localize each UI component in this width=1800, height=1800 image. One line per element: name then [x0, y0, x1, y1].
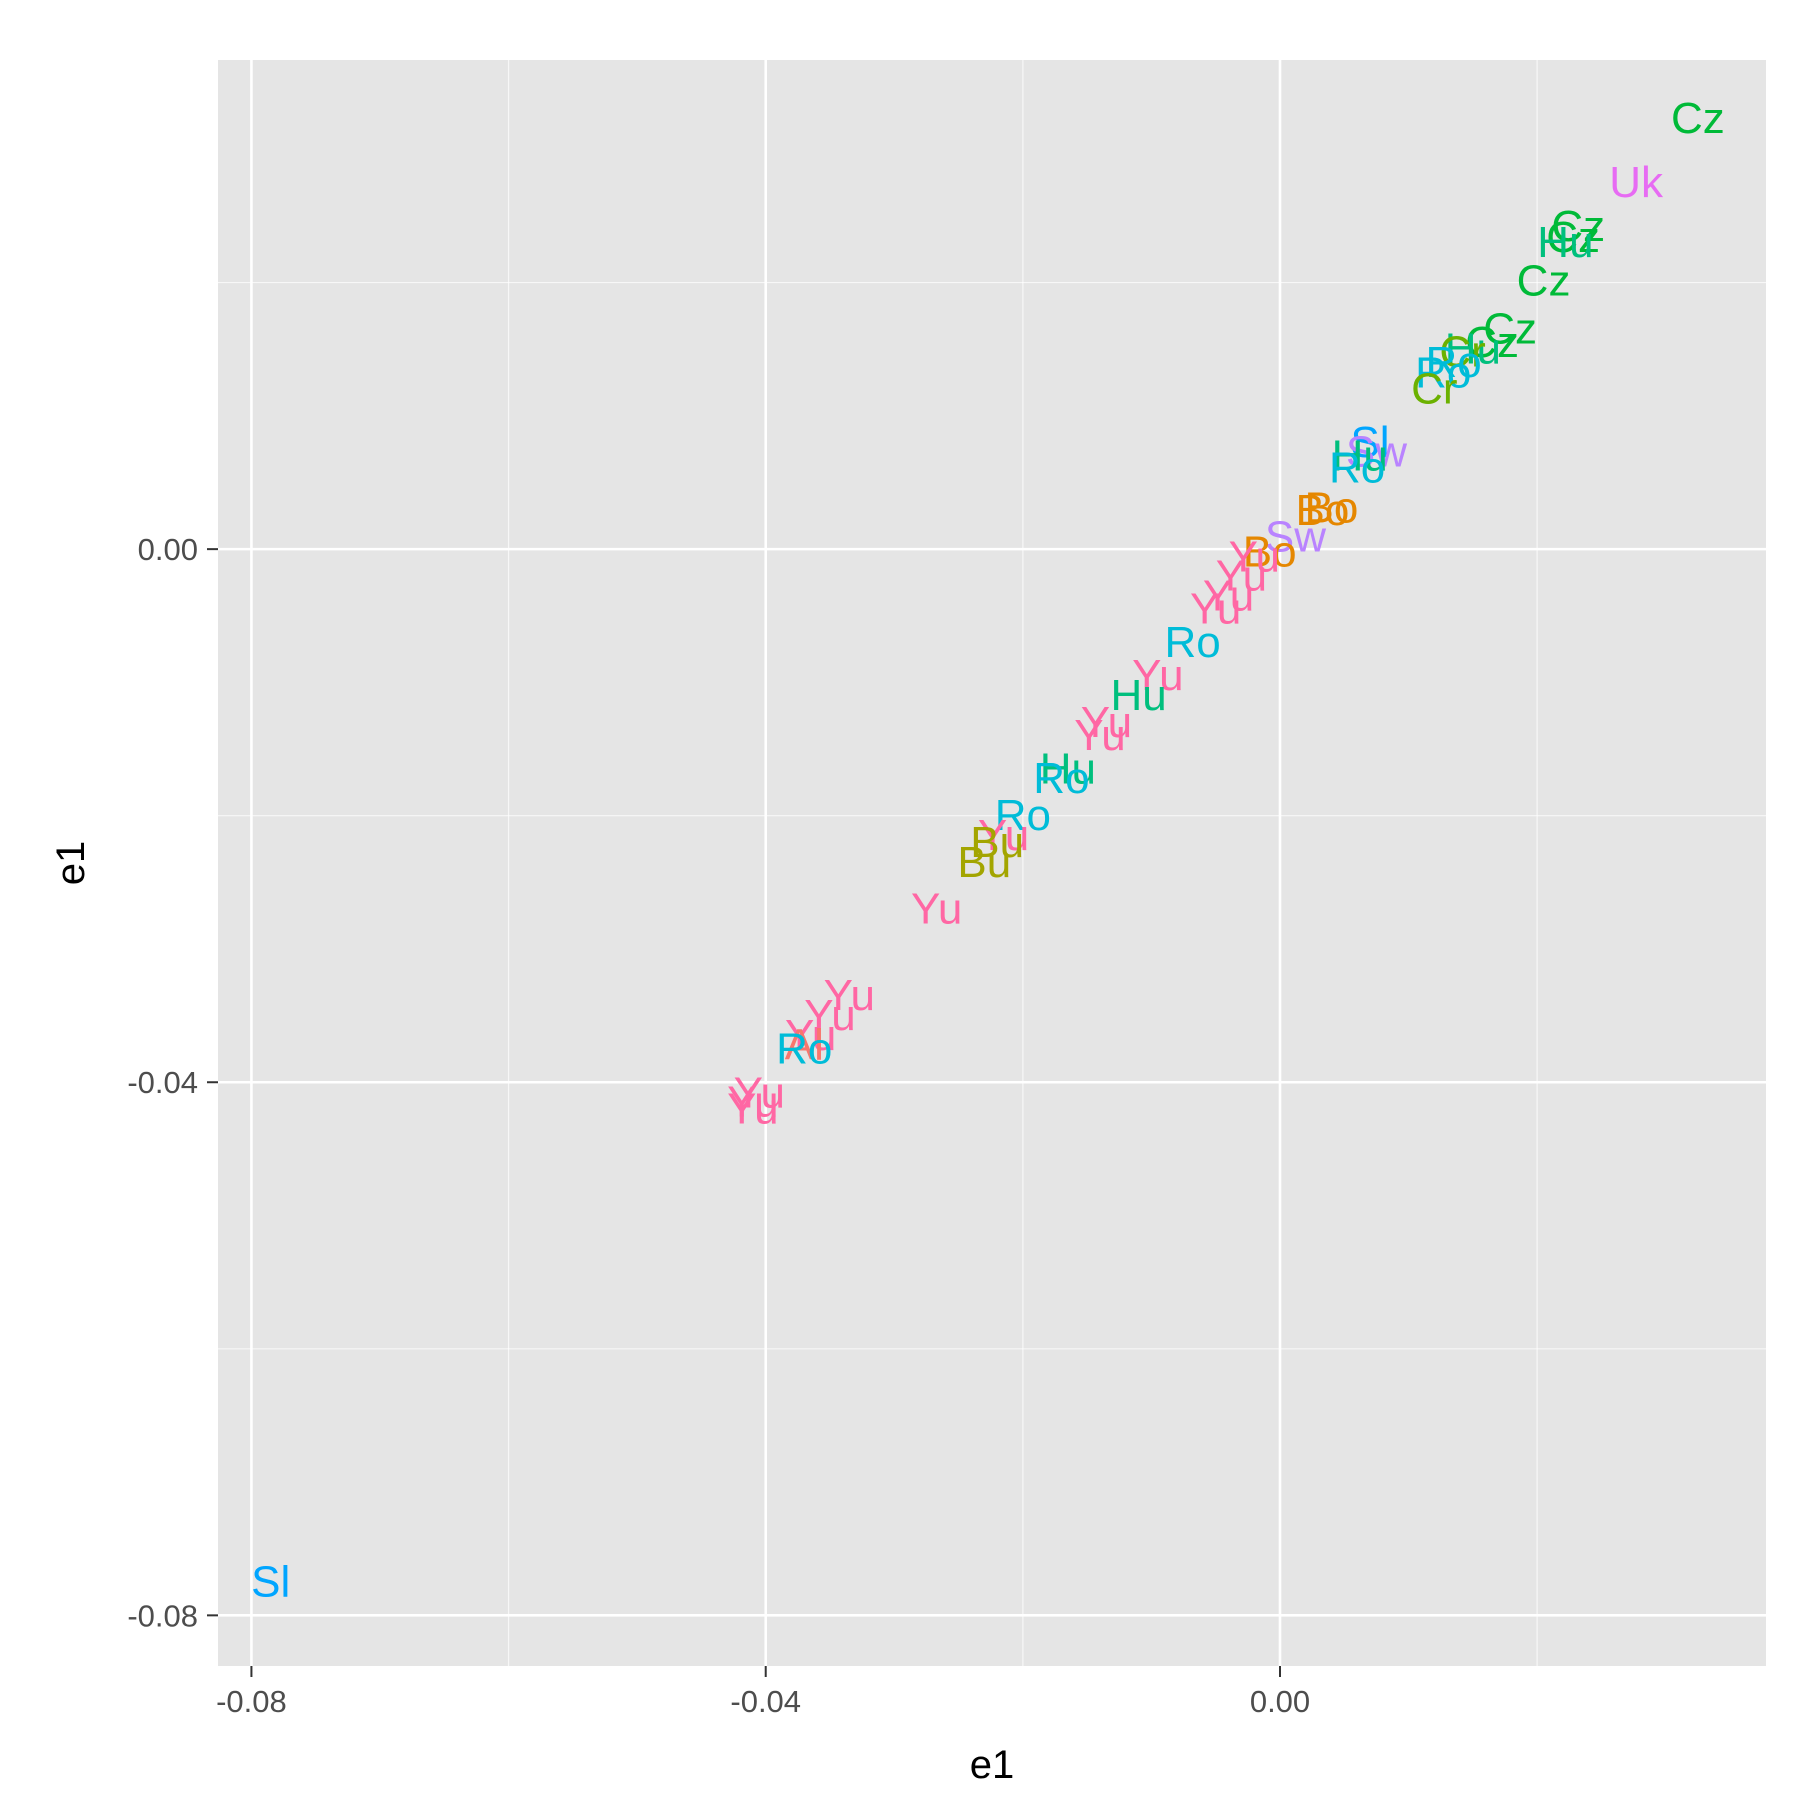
x-tick-label: -0.08: [216, 1684, 287, 1719]
major-gridlines: [218, 60, 1766, 1666]
y-tick-label: -0.08: [127, 1598, 198, 1633]
point-label-hu: Hu: [1040, 745, 1096, 794]
point-label-yu: Yu: [1190, 585, 1241, 634]
point-label-yu: Yu: [1074, 711, 1125, 760]
point-label-hu: Hu: [1537, 218, 1593, 267]
point-label-bo: Bo: [1296, 486, 1350, 535]
point-label-ro: Ro: [995, 791, 1051, 840]
point-label-cz: Cz: [1671, 94, 1725, 143]
point-label-sl: Sl: [1350, 418, 1389, 467]
point-label-ro: Ro: [776, 1024, 832, 1073]
point-label-cz: Cz: [1465, 318, 1519, 367]
x-axis-title: e1: [970, 1743, 1015, 1787]
point-label-cz: Cz: [1551, 202, 1605, 251]
plot-panel: [218, 60, 1766, 1666]
data-labels: CzUkCzCzHuCzCzCzHuCrRoRoCrSlSwHuRoBoBoSw…: [251, 94, 1725, 1606]
point-label-yu: Yu: [824, 971, 875, 1020]
point-label-sw: Sw: [1265, 513, 1326, 562]
point-label-yu: Yu: [727, 1084, 778, 1133]
point-label-cz: Cz: [1517, 257, 1571, 306]
point-label-cr: Cr: [1411, 365, 1457, 414]
y-axis: 0.00 -0.04 -0.08: [127, 532, 218, 1633]
point-label-cz: Cz: [1483, 305, 1537, 354]
point-label-hu: Hu: [1445, 325, 1501, 374]
point-label-uk: Uk: [1609, 158, 1664, 207]
point-label-ro: Ro: [1033, 754, 1089, 803]
x-axis: -0.08 -0.04 0.00: [216, 1666, 1310, 1719]
point-label-yu: Yu: [1229, 533, 1280, 582]
y-tick-label: -0.04: [127, 1065, 198, 1100]
point-label-ro: Ro: [1329, 443, 1385, 492]
point-label-bo: Bo: [1305, 483, 1359, 532]
point-label-yu: Yu: [1203, 571, 1254, 620]
point-label-ro: Ro: [1415, 349, 1471, 398]
point-label-yu: Yu: [727, 1078, 778, 1127]
x-tick-label: 0.00: [1250, 1684, 1310, 1719]
x-tick-label: -0.04: [730, 1684, 801, 1719]
point-label-yu: Yu: [785, 1011, 836, 1060]
point-label-al: Al: [785, 1020, 824, 1069]
point-label-sw: Sw: [1346, 427, 1407, 476]
point-label-bu: Bu: [957, 838, 1011, 887]
point-label-yu: Yu: [734, 1068, 785, 1117]
y-axis-title: e1: [49, 841, 93, 886]
point-label-hu: Hu: [1110, 671, 1166, 720]
point-label-yu: Yu: [1081, 698, 1132, 747]
point-label-bo: Bo: [1243, 527, 1297, 576]
y-tick-label: 0.00: [138, 532, 198, 567]
point-label-yu: Yu: [1132, 651, 1183, 700]
point-label-cr: Cr: [1439, 327, 1485, 376]
point-label-yu: Yu: [1216, 551, 1267, 600]
point-label-ro: Ro: [1425, 338, 1481, 387]
point-label-yu: Yu: [911, 884, 962, 933]
point-label-yu: Yu: [978, 811, 1029, 860]
point-label-bu: Bu: [970, 818, 1024, 867]
point-label-hu: Hu: [1332, 431, 1388, 480]
point-label-yu: Yu: [804, 991, 855, 1040]
point-label-cz: Cz: [1546, 213, 1600, 262]
minor-gridlines: [218, 60, 1766, 1666]
point-label-ro: Ro: [1164, 618, 1220, 667]
point-label-sl: Sl: [251, 1558, 290, 1607]
